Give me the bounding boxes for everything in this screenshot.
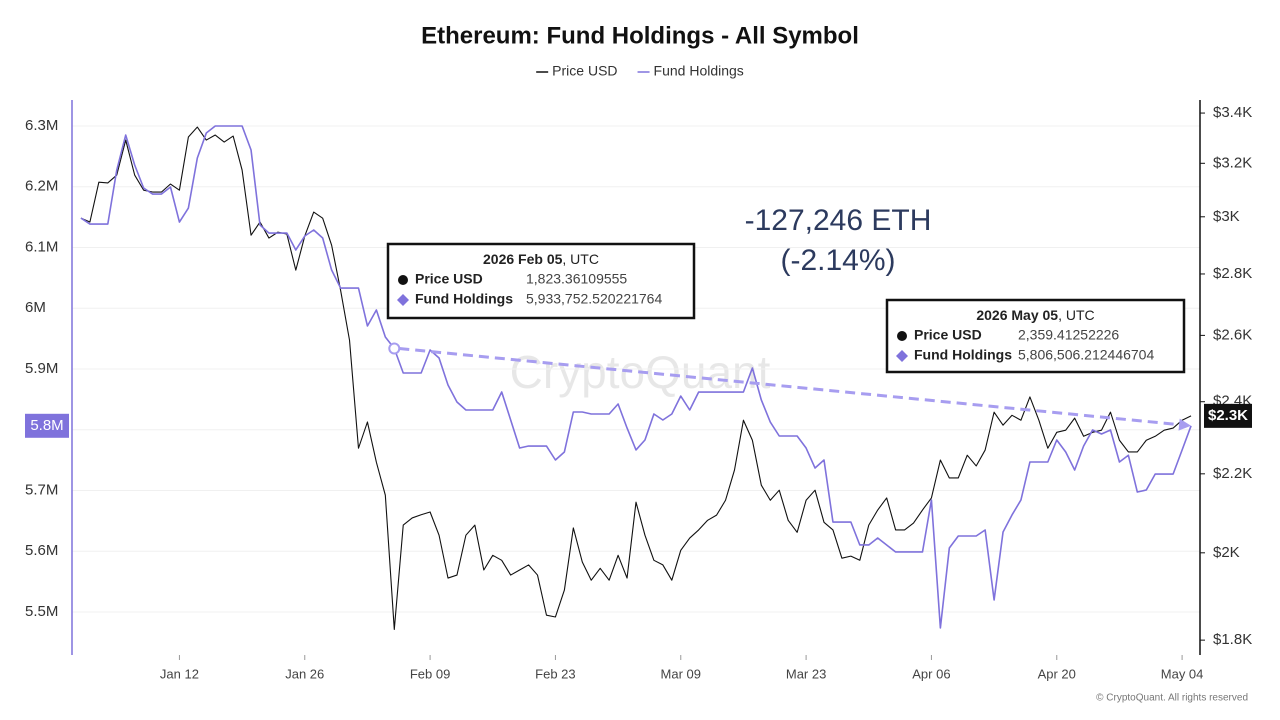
y-tick-label: 6.2M [25,178,58,195]
y2-tick-label: $2.2K [1213,465,1252,482]
annotation: (-2.14%) [780,244,895,277]
x-tick-label: Feb 09 [410,666,450,681]
tooltip-date: 2026 Feb 05 [483,251,563,267]
x-tick-label: Mar 23 [786,666,826,681]
series-line [80,126,1192,630]
tooltip-timezone: , UTC [562,251,599,267]
current-badge [25,413,69,438]
legend-label: Price USD [552,63,617,79]
tooltip-series-name: Price USD [415,271,483,287]
annotation: -127,246 ETH [745,204,932,237]
tooltip-timezone: , UTC [1058,307,1095,323]
tooltip-value: 5,806,506.212446704 [1018,347,1154,363]
y-tick-label: 5.6M [25,542,58,559]
x-tick-label: Mar 09 [661,666,701,681]
tooltip-value: 1,823.36109555 [526,271,627,287]
legend-label: Fund Holdings [654,63,744,79]
tooltip-marker [398,275,408,285]
y-tick-label: 6M [25,299,46,316]
y2-tick-label: $1.8K [1213,631,1252,648]
y2-tick-label: $3.2K [1213,154,1252,171]
y-tick-label: 6.1M [25,238,58,255]
current-label: 5.8M [30,417,63,434]
tooltip-series-name: Fund Holdings [415,291,513,307]
tooltip-marker [897,331,907,341]
arrow-head [1178,418,1192,431]
tooltip-box [386,242,696,320]
y2-tick-label: $2K [1213,544,1240,561]
y-tick-label: 5.9M [25,360,58,377]
x-tick-label: Feb 23 [535,666,575,681]
x-tick-label: Jan 26 [285,666,324,681]
chart-title: Ethereum: Fund Holdings - All Symbol [421,22,859,49]
footer: © CryptoQuant. All rights reserved [1096,693,1248,704]
current-label: $2.3K [1208,407,1248,424]
series-line [80,125,1192,629]
y2-tick-label: $3.4K [1213,104,1252,121]
y-tick-label: 5.5M [25,603,58,620]
tooltip-box [885,298,1186,374]
y2-tick-label: $2.6K [1213,326,1252,343]
x-tick-label: Apr 20 [1038,666,1076,681]
tooltip-value: 2,359.41252226 [1018,327,1119,343]
y2-tick-label: $3K [1213,208,1240,225]
tooltip-value: 5,933,752.520221764 [526,291,662,307]
tooltip-marker [896,350,908,362]
arrow-start [388,342,401,355]
tooltip-date: 2026 May 05 [976,307,1058,323]
tooltip-title: 2026 May 05, UTC [976,307,1094,323]
tooltip-series-name: Price USD [914,327,982,343]
y2-tick-label: $2.8K [1213,265,1252,282]
trend-arrow [399,346,1180,427]
y-tick-label: 5.7M [25,481,58,498]
x-tick-label: May 04 [1161,666,1204,681]
x-tick-label: Jan 12 [160,666,199,681]
y-tick-label: 6.3M [25,117,58,134]
current-badge [1204,403,1252,428]
tooltip-title: 2026 Feb 05, UTC [483,251,599,267]
tooltip-marker [397,294,409,306]
tooltip-series-name: Fund Holdings [914,347,1012,363]
x-tick-label: Apr 06 [912,666,950,681]
